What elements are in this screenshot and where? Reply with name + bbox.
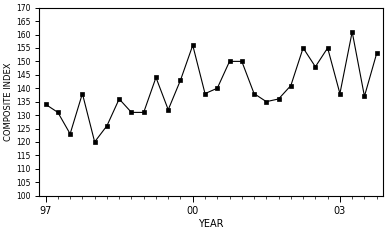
X-axis label: YEAR: YEAR — [199, 219, 224, 229]
Y-axis label: COMPOSITE INDEX: COMPOSITE INDEX — [4, 62, 13, 141]
